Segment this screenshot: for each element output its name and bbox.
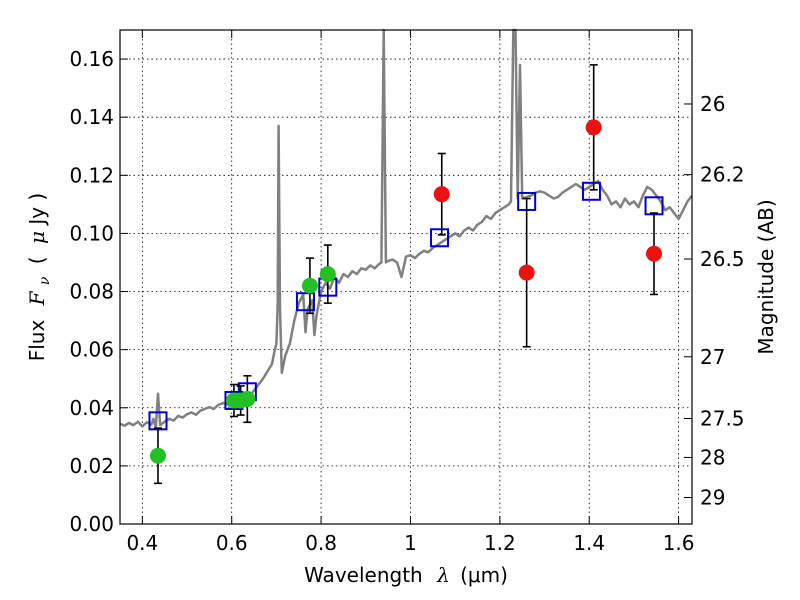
- y-axis-label-unit-rest: Jy ): [25, 193, 49, 227]
- y-tick-label-2: 0.04: [69, 396, 114, 420]
- y-axis-label: Flux F ν ( μ Jy ): [25, 193, 54, 362]
- y-tick-label-7: 0.14: [69, 105, 114, 129]
- y2-tick-label-1: 26.2: [700, 163, 745, 187]
- model-point-7: [581, 181, 601, 201]
- y2-tick-label-3: 27: [700, 345, 725, 369]
- x-tick-label-4: 1.2: [484, 531, 516, 555]
- x-axis-label-prefix: Wavelength: [304, 563, 423, 587]
- x-tick-label-2: 0.8: [305, 531, 337, 555]
- y2-tick-label-2: 26.5: [700, 247, 745, 271]
- y-tick-label-5: 0.10: [69, 221, 114, 245]
- y-axis-label-prefix: Flux: [25, 320, 49, 362]
- y2-axis-label: Magnitude (AB): [754, 199, 778, 354]
- y-tick-label-6: 0.12: [69, 163, 114, 187]
- x-tick-label-6: 1.6: [663, 531, 695, 555]
- y-axis-label-symbol: F: [25, 290, 49, 306]
- green-point-0: [149, 447, 166, 464]
- x-tick-label-3: 1: [404, 531, 417, 555]
- x-axis-label-unit: (μm): [460, 563, 508, 587]
- y-axis-label-unit-mu: μ: [25, 231, 49, 244]
- y-tick-label-8: 0.16: [69, 47, 114, 71]
- y2-tick-label-6: 29: [700, 485, 725, 509]
- green-point-4: [301, 277, 318, 294]
- y2-tick-label-4: 27.5: [700, 406, 745, 430]
- y-tick-label-3: 0.06: [69, 338, 114, 362]
- green-point-3: [239, 391, 256, 408]
- red-point-3: [646, 245, 663, 262]
- y-tick-label-4: 0.08: [69, 280, 114, 304]
- x-tick-label-0: 0.4: [126, 531, 158, 555]
- y-axis-label-subscript: ν: [37, 276, 53, 285]
- y-axis-label-unit-open: (: [25, 256, 49, 264]
- y-tick-label-1: 0.02: [69, 454, 114, 478]
- axis-ticks: 0.4 0.6 0.8 1 1.2 1.4 1.6 0.00 0.02 0.04 0.06 0.08 0…: [69, 30, 745, 555]
- x-axis-label: Wavelength λ (μm): [304, 563, 508, 587]
- red-point-0: [433, 186, 450, 203]
- y2-tick-label-0: 26: [700, 92, 725, 116]
- y2-tick-label-5: 28: [700, 445, 725, 469]
- x-axis-label-symbol: λ: [436, 563, 450, 587]
- plot-frame: [119, 29, 693, 525]
- model-point-3: [295, 292, 315, 312]
- green-point-5: [319, 266, 336, 283]
- model-point-5: [430, 228, 450, 248]
- spectrum-line: [119, 28, 693, 429]
- x-tick-label-1: 0.6: [216, 531, 248, 555]
- red-point-1: [518, 264, 535, 281]
- x-tick-label-5: 1.4: [573, 531, 605, 555]
- red-point-2: [585, 119, 602, 136]
- y-tick-label-0: 0.00: [69, 512, 114, 536]
- plot-area: [119, 28, 693, 485]
